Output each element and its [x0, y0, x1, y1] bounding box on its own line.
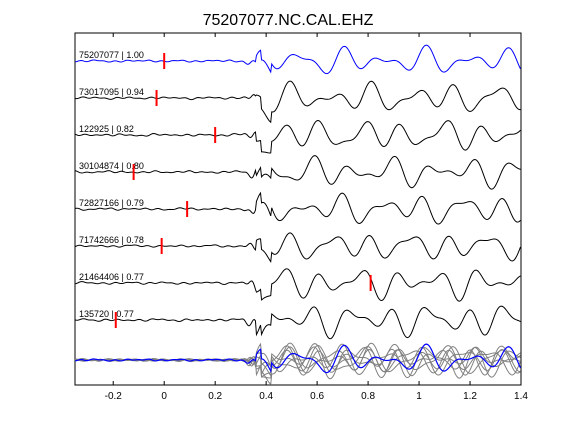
stacked-trace — [74, 345, 521, 380]
x-tick-label: 0.4 — [259, 391, 273, 402]
x-tick-label: 1.2 — [463, 391, 477, 402]
trace-4 — [74, 155, 521, 190]
trace-label: 30104874 | 0.80 — [79, 161, 144, 171]
trace-label: 135720 | 0.77 — [79, 309, 134, 319]
x-tick-label: -0.2 — [105, 391, 123, 402]
trace-label: 21464406 | 0.77 — [79, 272, 144, 282]
trace-8 — [74, 305, 521, 340]
x-tick-label: 0.2 — [208, 391, 222, 402]
x-tick-label: 0.6 — [310, 391, 324, 402]
trace-label: 72827166 | 0.79 — [79, 198, 144, 208]
trace-label: 71742666 | 0.78 — [79, 235, 144, 245]
plot-frame — [74, 32, 522, 386]
stacked-trace-main — [74, 343, 522, 374]
x-axis: -0.2 0 0.2 0.4 0.6 0.8 1 1.2 1.4 — [105, 33, 528, 402]
stacked-traces — [74, 342, 522, 386]
trace-label: 75207077 | 1.00 — [79, 50, 144, 60]
trace-7 — [74, 268, 521, 302]
trace-5 — [74, 191, 521, 225]
trace-group: 75207077 | 1.00 73017095 | 0.94 122925 | 0… — [74, 44, 521, 340]
chart-title: 75207077.NC.CAL.EHZ — [203, 12, 374, 29]
trace-label: 122925 | 0.82 — [79, 124, 134, 134]
trace-3 — [74, 120, 521, 154]
x-tick-label: 0.8 — [361, 391, 375, 402]
x-tick-label: 1 — [416, 391, 422, 402]
trace-label: 73017095 | 0.94 — [79, 87, 144, 97]
trace-6 — [74, 232, 521, 263]
x-tick-label: 1.4 — [514, 391, 528, 402]
x-tick-label: 0 — [161, 391, 167, 402]
trace-2 — [74, 80, 521, 124]
trace-1 — [74, 44, 521, 75]
